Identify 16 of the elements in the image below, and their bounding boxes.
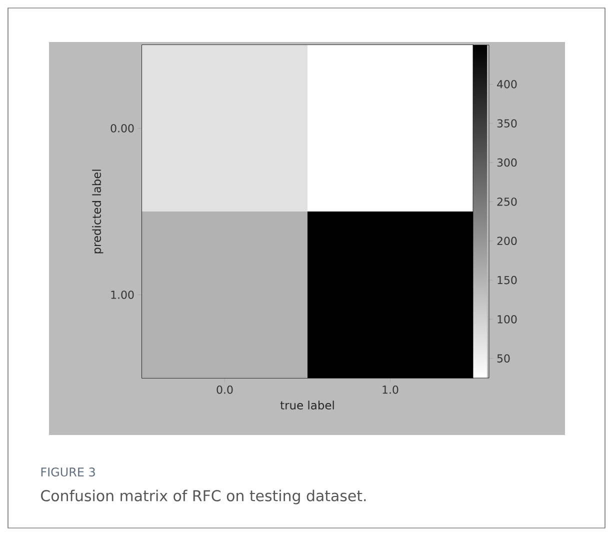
- x-axis-title: true label: [280, 400, 334, 410]
- color-bar-label: 300: [497, 158, 517, 167]
- color-bar-label: 50: [497, 354, 510, 363]
- color-bar-label: 350: [497, 119, 517, 128]
- text: Confusion matrix of RFC on testing dataset.: [41, 490, 366, 504]
- color-bar-label: 250: [497, 198, 517, 206]
- color-bar-label: 400: [497, 80, 517, 88]
- y-tick-label: 1.00: [111, 290, 134, 299]
- y-axis-title: predicted label: [92, 170, 104, 254]
- color-bar-label: 100: [498, 315, 517, 324]
- y-tick-label: 0.00: [110, 124, 134, 132]
- color-bar-label: 200: [497, 236, 517, 246]
- x-tick-label: 0.0: [216, 386, 233, 394]
- x-tick-label: 1.0: [382, 386, 398, 394]
- caption: FIGURE 3: [41, 467, 95, 477]
- color-bar-label: 150: [498, 276, 517, 284]
